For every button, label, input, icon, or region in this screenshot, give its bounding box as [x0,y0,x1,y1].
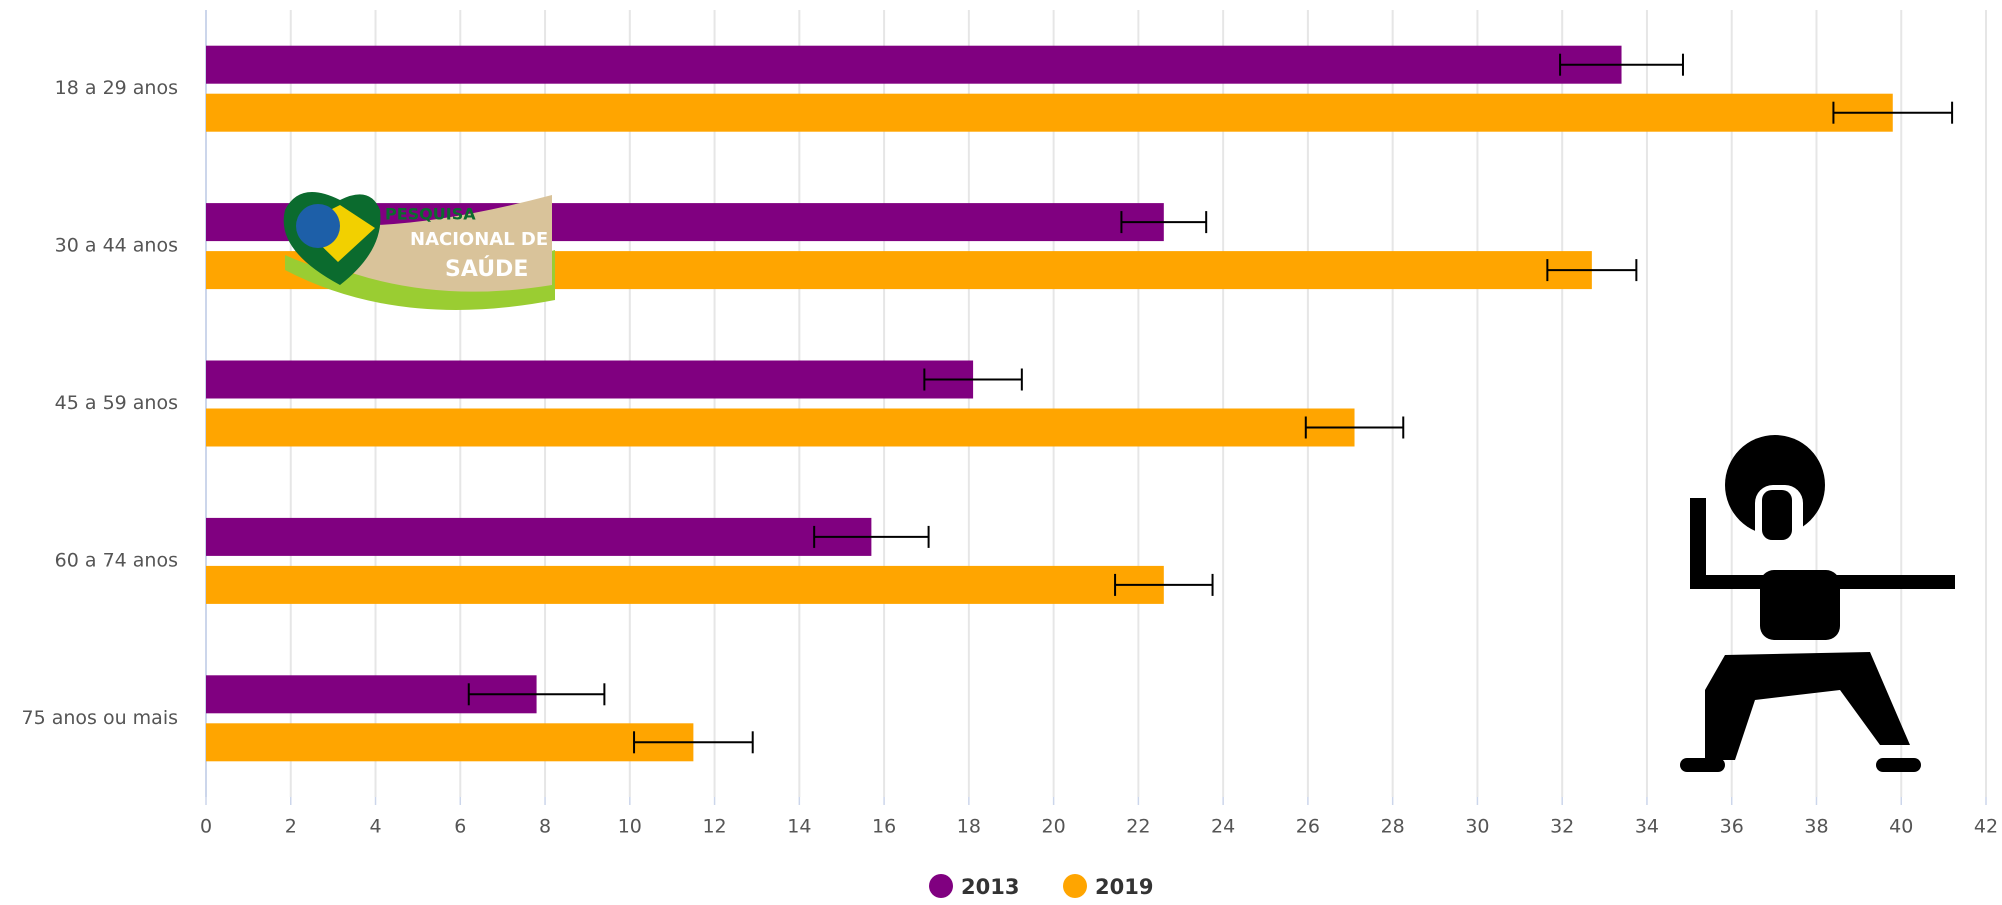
x-tick-label: 24 [1211,816,1235,838]
icon-arm-right [1835,575,1955,589]
y-tick-label: 18 a 29 anos [55,77,178,99]
logo-text: SAÚDE [445,256,528,282]
error-bar [467,683,606,706]
y-tick-label: 30 a 44 anos [55,235,178,257]
error-bar [1546,259,1638,282]
error-bar [1832,101,1954,124]
icon-foot [1876,758,1921,772]
x-tick-label: 22 [1126,816,1150,838]
x-tick-label: 28 [1381,816,1405,838]
x-tick-label: 18 [957,816,981,838]
x-tick-label: 12 [702,816,726,838]
x-tick-label: 40 [1889,816,1913,838]
icon-legs [1705,652,1910,760]
legend-text[interactable]: 2019 [1095,875,1153,899]
logo: PESQUISA NACIONAL DE SAÚDE [283,192,555,310]
x-tick-label: 34 [1635,816,1659,838]
icon-torso [1760,570,1840,640]
icon-face-shade [1762,490,1792,540]
error-bar [1559,53,1684,76]
logo-text: PESQUISA [385,205,476,224]
x-tick-label: 14 [787,816,811,838]
logo-globe [296,204,340,248]
y-tick-label: 60 a 74 anos [55,549,178,571]
logo-banner [330,195,552,292]
error-bar [923,368,1023,391]
x-tick-label: 38 [1804,816,1828,838]
x-tick-label: 2 [285,816,297,838]
x-tick-label: 26 [1296,816,1320,838]
x-tick-label: 36 [1720,816,1744,838]
logo-text: NACIONAL DE [410,229,548,250]
x-tick-label: 42 [1974,816,1998,838]
error-bar [813,525,930,548]
icon-foot [1680,758,1725,772]
icon-arm-left [1690,575,1770,589]
x-tick-label: 4 [369,816,381,838]
bar [206,517,872,556]
bar [206,93,1893,132]
bar [206,45,1622,84]
x-tick-label: 8 [539,816,551,838]
bar [206,723,694,762]
legend-marker [929,874,953,898]
y-tick-label: 45 a 59 anos [55,392,178,414]
icon-arm-left-up [1690,498,1706,588]
bar [206,565,1164,604]
x-tick-label: 6 [454,816,466,838]
x-tick-label: 0 [200,816,212,838]
x-tick-label: 20 [1042,816,1066,838]
bar [206,408,1355,447]
bar [206,360,974,399]
exercise-icon [1680,435,1955,772]
legend-text[interactable]: 2013 [961,875,1019,899]
legend-marker [1063,874,1087,898]
error-bar [1120,211,1208,234]
y-tick-label: 75 anos ou mais [22,707,179,729]
x-tick-label: 10 [618,816,642,838]
x-tick-label: 32 [1550,816,1574,838]
plot: 0 2 4 6 8 10 12 14 16 18 20 22 24 26 28 30 32 34 36 38 40 421… [22,10,1998,838]
error-bar [633,731,754,754]
error-bar [1304,416,1405,439]
error-bar [1114,573,1214,596]
x-tick-label: 16 [872,816,896,838]
x-tick-label: 30 [1465,816,1489,838]
